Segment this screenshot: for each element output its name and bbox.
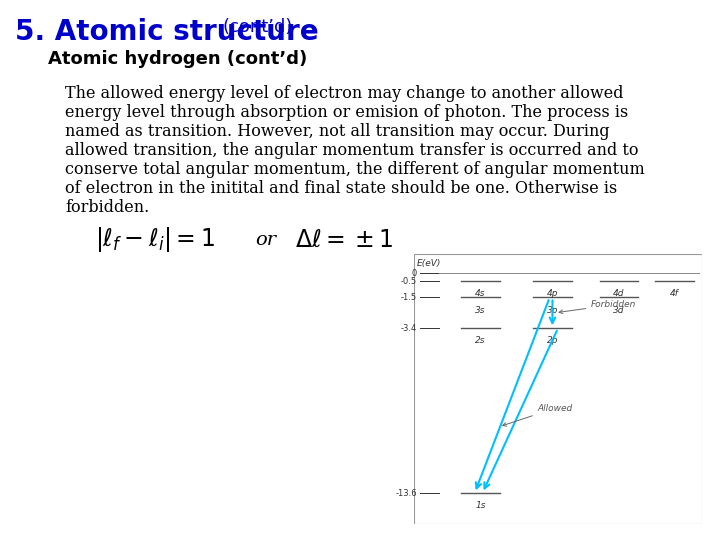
Text: allowed transition, the angular momentum transfer is occurred and to: allowed transition, the angular momentum… xyxy=(65,142,639,159)
Text: Allowed: Allowed xyxy=(503,403,573,426)
Text: energy level through absorption or emision of photon. The process is: energy level through absorption or emisi… xyxy=(65,104,629,121)
Text: 3s: 3s xyxy=(475,306,486,314)
Text: 2s: 2s xyxy=(475,336,486,345)
Text: $|\ell_f - \ell_i| = 1$: $|\ell_f - \ell_i| = 1$ xyxy=(95,226,215,254)
Text: 2p: 2p xyxy=(546,336,558,345)
Text: named as transition. However, not all transition may occur. During: named as transition. However, not all tr… xyxy=(65,123,610,140)
Text: 4d: 4d xyxy=(613,289,625,299)
Text: 4f: 4f xyxy=(670,289,679,299)
Text: Forbidden: Forbidden xyxy=(559,300,636,314)
Text: forbidden.: forbidden. xyxy=(65,199,149,216)
Text: 3p: 3p xyxy=(546,306,558,314)
Text: The allowed energy level of electron may change to another allowed: The allowed energy level of electron may… xyxy=(65,85,624,102)
Text: E(eV): E(eV) xyxy=(417,259,441,268)
Text: of electron in the initital and final state should be one. Otherwise is: of electron in the initital and final st… xyxy=(65,180,617,197)
Text: -1.5: -1.5 xyxy=(400,293,417,302)
Text: -3.4: -3.4 xyxy=(400,323,417,333)
Text: -0.5: -0.5 xyxy=(400,277,417,286)
Text: (cont’d): (cont’d) xyxy=(222,18,292,36)
Text: 5. Atomic structure: 5. Atomic structure xyxy=(15,18,319,46)
Text: -13.6: -13.6 xyxy=(395,489,417,497)
Text: conserve total angular momentum, the different of angular momentum: conserve total angular momentum, the dif… xyxy=(65,161,644,178)
Text: Atomic hydrogen (cont’d): Atomic hydrogen (cont’d) xyxy=(48,50,307,68)
Text: 3d: 3d xyxy=(613,306,625,314)
Text: 0: 0 xyxy=(412,269,417,278)
Text: 4p: 4p xyxy=(546,289,558,299)
Text: 4s: 4s xyxy=(475,289,486,299)
Text: 1s: 1s xyxy=(475,501,486,510)
Text: or: or xyxy=(255,231,276,249)
Text: $\Delta\ell = \pm 1$: $\Delta\ell = \pm 1$ xyxy=(295,228,394,252)
